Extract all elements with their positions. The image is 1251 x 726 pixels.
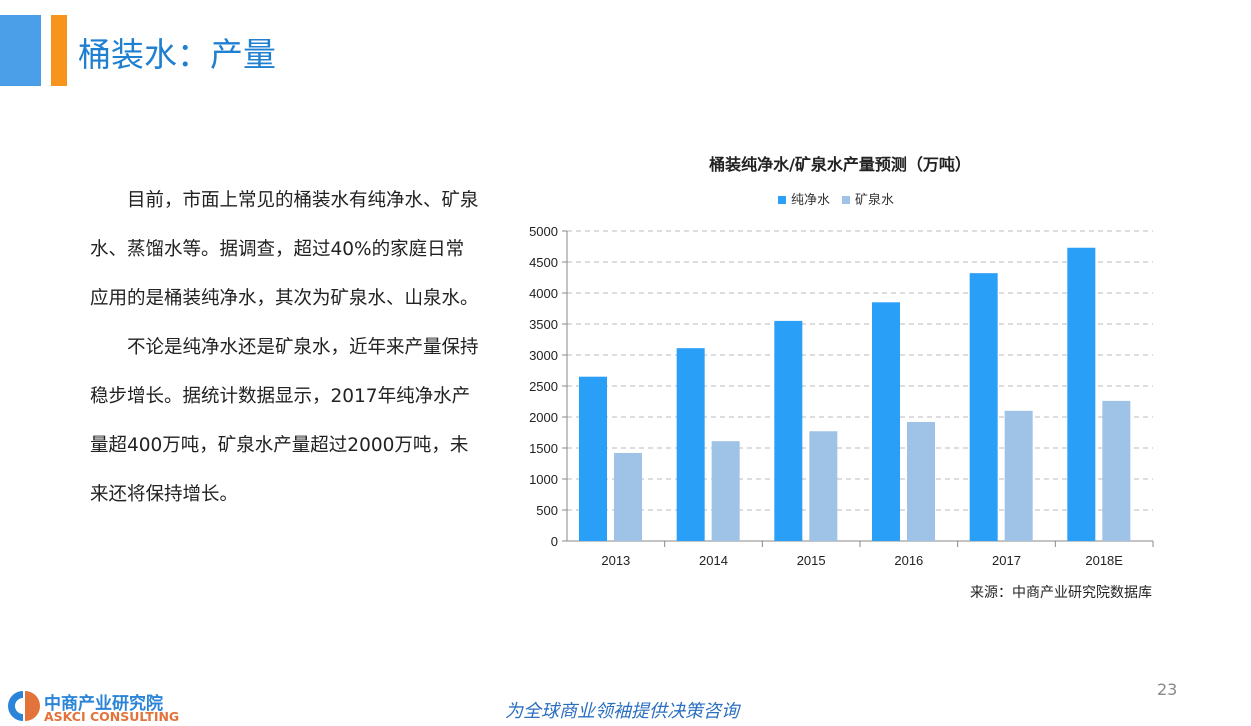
y-tick-label: 1000 [529, 472, 558, 487]
bar-pure-2015 [774, 320, 803, 541]
bar-pure-2013 [579, 376, 607, 541]
page-title: 桶装水：产量 [78, 35, 276, 74]
x-tick-label: 2015 [797, 553, 826, 568]
page-number: 23 [1157, 680, 1178, 699]
y-tick-label: 4500 [529, 255, 558, 270]
x-tick-label: 2013 [601, 553, 630, 568]
header-accent-blue [0, 15, 41, 86]
bar-mineral-2013 [614, 452, 642, 541]
legend-swatch [842, 196, 851, 204]
bar-mineral-2015 [809, 431, 838, 541]
paragraph: 不论是纯净水还是矿泉水，近年来产量保持稳步增长。据统计数据显示，2017年纯净水… [90, 337, 479, 505]
y-tick-label: 0 [551, 534, 558, 549]
y-tick-label: 2000 [529, 410, 558, 425]
legend-label: 纯净水 [791, 193, 831, 208]
bar-pure-2017 [969, 273, 998, 541]
y-tick-label: 2500 [529, 379, 558, 394]
source-note: 来源：中商产业研究院数据库 [970, 585, 1152, 601]
bar-mineral-2017 [1004, 410, 1033, 541]
footer-slogan: 为全球商业领袖提供决策咨询 [505, 701, 739, 722]
y-tick-label: 3000 [529, 348, 558, 363]
paragraph: 目前，市面上常见的桶装水有纯净水、矿泉水、蒸馏水等。据调查，超过40%的家庭日常… [90, 190, 479, 309]
bar-pure-2018E [1067, 247, 1096, 542]
logo-text-cn: 中商产业研究院 [44, 694, 163, 714]
legend-label: 矿泉水 [855, 193, 895, 208]
bar-pure-2014 [676, 348, 705, 541]
logo-text-en: ASKCI CONSULTING [44, 709, 180, 724]
bar-pure-2016 [872, 302, 900, 541]
y-tick-label: 4000 [529, 286, 558, 301]
chart-legend: 纯净水 矿泉水 [778, 189, 894, 208]
x-tick-label: 2018E [1085, 553, 1123, 568]
body-text: 目前，市面上常见的桶装水有纯净水、矿泉水、蒸馏水等。据调查，超过40%的家庭日常… [90, 176, 480, 519]
x-tick-label: 2014 [699, 553, 728, 568]
y-tick-label: 3500 [529, 317, 558, 332]
y-tick-label: 500 [536, 503, 558, 518]
legend-item: 纯净水 [778, 189, 830, 208]
legend-item: 矿泉水 [842, 189, 894, 208]
bar-mineral-2014 [711, 441, 740, 541]
y-tick-label: 1500 [529, 441, 558, 456]
x-tick-label: 2017 [992, 553, 1021, 568]
chart-title: 桶装纯净水/矿泉水产量预测（万吨） [709, 155, 971, 174]
bar-mineral-2018E [1102, 400, 1131, 541]
legend-swatch [778, 196, 786, 204]
bar-mineral-2016 [907, 421, 935, 541]
x-tick-label: 2016 [894, 553, 923, 568]
y-tick-label: 5000 [529, 224, 558, 239]
header-accent-orange [51, 15, 67, 86]
askci-logo-icon [8, 691, 40, 721]
